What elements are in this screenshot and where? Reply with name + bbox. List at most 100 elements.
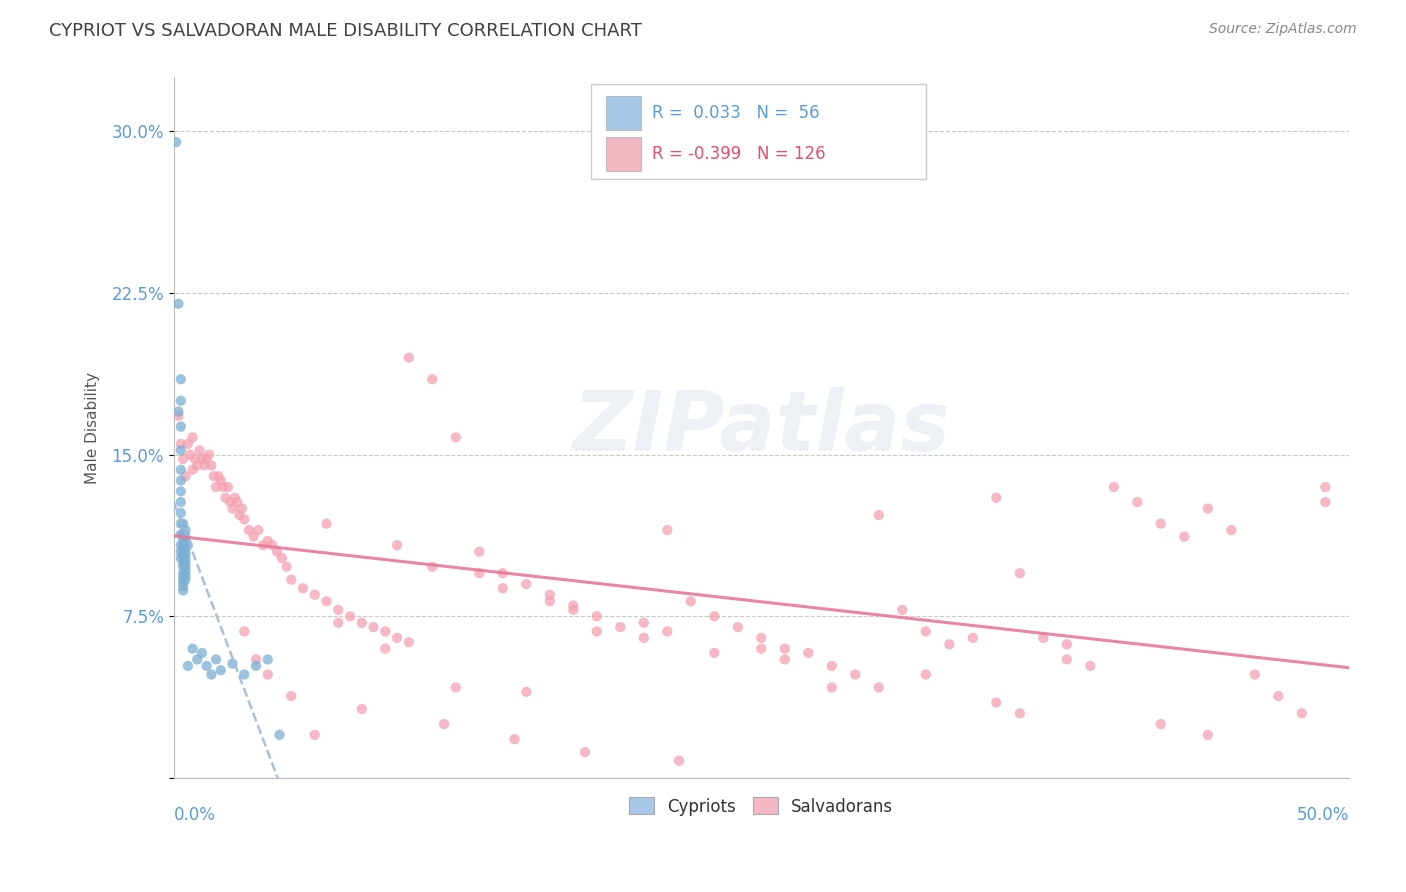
Text: R = -0.399   N = 126: R = -0.399 N = 126 [652, 145, 825, 163]
Point [174, 538, 197, 552]
Point [749, 631, 772, 645]
Point [468, 544, 491, 558]
Point [205, 480, 228, 494]
Point [914, 667, 936, 681]
Point [245, 652, 267, 666]
Point [276, 559, 298, 574]
Point [172, 570, 194, 584]
Point [212, 480, 235, 494]
Point [350, 702, 373, 716]
Point [174, 523, 197, 537]
Point [280, 689, 302, 703]
FancyBboxPatch shape [606, 137, 641, 170]
Point [844, 667, 866, 681]
Point [315, 516, 337, 531]
Point [1197, 728, 1219, 742]
Point [200, 667, 222, 681]
Point [574, 745, 596, 759]
Point [170, 544, 193, 558]
Point [986, 696, 1008, 710]
Point [217, 480, 239, 494]
Point [172, 559, 194, 574]
Point [727, 620, 749, 634]
Point [181, 430, 204, 444]
Point [962, 631, 984, 645]
Point [444, 430, 467, 444]
Point [503, 732, 526, 747]
Text: Source: ZipAtlas.com: Source: ZipAtlas.com [1209, 22, 1357, 37]
Point [205, 652, 228, 666]
Point [174, 568, 197, 582]
Point [167, 404, 190, 418]
Point [292, 582, 315, 596]
Point [209, 474, 232, 488]
Point [1315, 495, 1337, 509]
Point [207, 469, 229, 483]
Point [1056, 637, 1078, 651]
FancyBboxPatch shape [606, 96, 641, 130]
Point [174, 542, 197, 557]
Point [198, 448, 221, 462]
Point [749, 641, 772, 656]
Point [420, 372, 443, 386]
Point [657, 624, 679, 639]
Point [562, 599, 585, 613]
Point [363, 620, 385, 634]
Point [1173, 530, 1195, 544]
Point [170, 506, 193, 520]
Point [174, 573, 197, 587]
Point [398, 635, 420, 649]
Point [172, 583, 194, 598]
Point [256, 667, 278, 681]
Point [328, 603, 350, 617]
Point [256, 652, 278, 666]
FancyBboxPatch shape [591, 85, 925, 179]
Point [177, 538, 200, 552]
Point [269, 728, 291, 742]
Point [170, 474, 193, 488]
Point [444, 681, 467, 695]
Point [1197, 501, 1219, 516]
Point [247, 523, 270, 537]
Point [1032, 631, 1054, 645]
Point [515, 577, 537, 591]
Point [170, 538, 193, 552]
Point [492, 566, 515, 581]
Point [170, 437, 193, 451]
Point [914, 624, 936, 639]
Point [172, 533, 194, 548]
Point [245, 659, 267, 673]
Point [174, 559, 197, 574]
Point [385, 631, 408, 645]
Point [174, 556, 197, 570]
Point [167, 409, 190, 423]
Point [170, 527, 193, 541]
Point [200, 458, 222, 473]
Point [179, 448, 201, 462]
Point [195, 452, 218, 467]
Point [468, 566, 491, 581]
Point [228, 508, 250, 522]
Point [214, 491, 236, 505]
Point [174, 530, 197, 544]
Point [221, 501, 243, 516]
Point [172, 516, 194, 531]
Text: R =  0.033   N =  56: R = 0.033 N = 56 [652, 104, 820, 122]
Text: ZIPatlas: ZIPatlas [572, 387, 950, 468]
Point [270, 551, 292, 566]
Point [170, 484, 193, 499]
Point [186, 458, 208, 473]
Legend: Cypriots, Salvadorans: Cypriots, Salvadorans [623, 790, 900, 822]
Point [1056, 652, 1078, 666]
Point [374, 641, 396, 656]
Point [315, 594, 337, 608]
Point [233, 512, 256, 526]
Point [773, 652, 796, 666]
Point [177, 437, 200, 451]
Point [172, 574, 194, 589]
Point [420, 559, 443, 574]
Point [170, 495, 193, 509]
Point [703, 646, 725, 660]
Point [165, 135, 187, 149]
Point [170, 393, 193, 408]
